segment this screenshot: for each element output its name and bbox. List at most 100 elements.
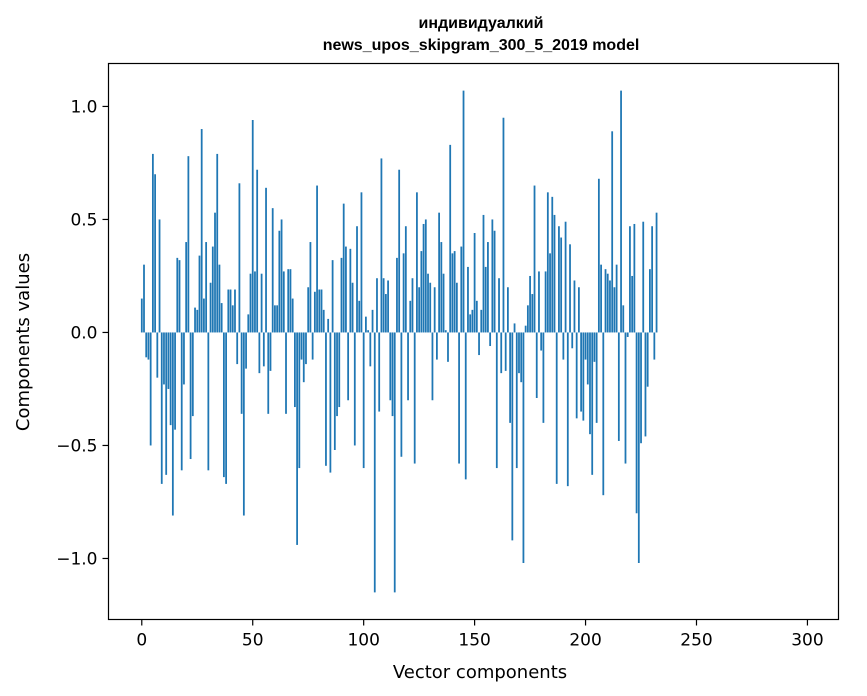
bar [203,298,205,333]
bar [220,303,223,333]
y-tick-label: −0.5 [56,436,97,456]
bar [591,332,594,475]
bar [200,129,203,333]
bar [558,226,560,333]
bar [482,214,485,333]
plot-frame [107,62,840,621]
bar [393,332,396,593]
bar [311,332,314,360]
bar [347,332,350,401]
bar [451,253,454,333]
bar [402,253,405,333]
bar [475,300,478,333]
bar [462,90,465,333]
bar [526,305,529,333]
bar [296,332,298,545]
bar [258,332,261,374]
bar [566,332,569,487]
bar [655,212,658,333]
bar [515,332,518,469]
x-tick-label: 50 [242,631,264,651]
bar [242,332,245,516]
bar [433,287,436,333]
bar [336,332,338,417]
bar [187,156,190,333]
bar [176,257,179,333]
bar [600,264,602,333]
bar [620,90,622,333]
bar [274,305,276,333]
bar [389,332,392,401]
bar [438,212,440,333]
chart-title-line-1: индивидуалкий [419,15,544,32]
bar [342,203,345,333]
bar [158,219,161,333]
y-axis-ticks: 1.0 0.5 0.0 −0.5 −1.0 [56,97,109,569]
bar [205,242,208,333]
bar [580,332,583,412]
bar [455,282,458,333]
bar [147,332,150,360]
bar [194,307,196,333]
bar [597,178,600,333]
bar [380,158,383,333]
bar [544,271,547,333]
bar [491,219,494,333]
bar [573,280,576,333]
x-tick-label: 200 [569,631,601,651]
bar [509,332,511,423]
bar [151,153,154,333]
bar [617,332,620,441]
bar [265,187,267,333]
bar [269,332,272,371]
bar [444,330,447,333]
bar [418,287,421,333]
bar [467,266,469,333]
bar [222,332,225,478]
bar [229,289,232,333]
bar [329,332,332,473]
bar [524,325,527,333]
bar [325,332,327,466]
x-axis-label: Vector components [393,662,567,683]
bar [460,246,463,333]
bar [520,332,523,383]
bar [156,332,159,378]
bar [649,269,651,333]
bar [555,332,558,484]
bar [282,271,285,333]
bar [409,300,412,333]
bar [365,316,367,333]
bar [391,332,394,417]
bar [318,289,321,333]
y-tick-label: −1.0 [56,549,97,569]
bar [447,332,449,362]
bar [582,332,585,421]
bar [180,332,183,471]
bar [535,332,538,398]
bar [551,196,554,333]
bar [209,282,212,333]
bar [225,332,227,484]
bar [236,332,239,365]
bar [320,289,323,333]
bar [546,192,549,333]
bar [469,314,472,333]
bar [562,332,565,360]
y-axis-label: Components values [13,253,34,431]
bar [322,309,325,333]
bar [640,332,642,444]
bar [504,332,507,371]
bar [549,253,551,333]
bar [398,169,401,333]
bar [493,230,496,333]
bar [245,332,247,369]
bar [154,174,156,333]
bar [484,266,487,333]
bar [478,332,480,356]
bar [360,192,363,333]
bar [629,226,631,333]
bar [604,269,607,333]
bar [429,282,432,333]
